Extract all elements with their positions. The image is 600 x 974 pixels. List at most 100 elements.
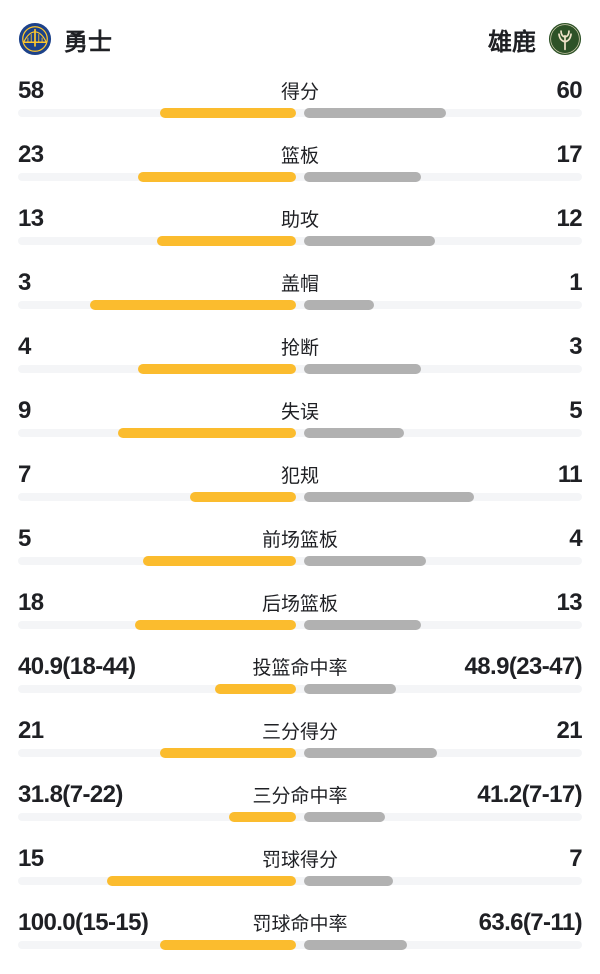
stat-line: 5 前场篮板 4 [18,525,583,552]
away-stat-value: 17 [556,141,583,168]
home-stat-bar [160,108,296,118]
stat-row: 23 篮板 17 [18,141,583,206]
stat-bar-track [18,108,582,118]
home-stat-bar [215,684,296,694]
stat-row: 4 抢断 3 [18,333,583,398]
stat-line: 3 盖帽 1 [18,269,583,296]
home-stat-value: 3 [18,269,31,296]
stat-row: 21 三分得分 21 [18,717,583,782]
stat-bar-track [18,876,582,886]
away-stat-bar [304,364,421,374]
away-stat-bar [304,236,435,246]
home-stat-bar [107,876,296,886]
away-stat-value: 4 [569,525,582,552]
stat-line: 4 抢断 3 [18,333,583,360]
stat-label: 抢断 [280,338,320,359]
stat-row: 9 失误 5 [18,397,583,462]
stat-label: 罚球命中率 [252,914,348,935]
stat-bar-track [18,748,582,758]
home-stat-bar [138,364,296,374]
away-stat-value: 5 [569,397,582,424]
home-stat-value: 58 [18,77,44,104]
home-team-header: 勇士 [18,22,112,57]
stat-row: 7 犯规 11 [18,461,583,526]
stat-line: 13 助攻 12 [18,205,583,232]
home-stat-value: 23 [18,141,44,168]
home-stat-bar [190,492,296,502]
away-stat-value: 7 [569,845,582,872]
away-stat-value: 63.6(7-11) [478,909,583,936]
away-stat-bar [304,492,474,502]
away-stat-value: 41.2(7-17) [477,781,582,808]
stat-label: 失误 [280,402,320,423]
away-stat-bar [304,620,421,630]
away-stat-bar [304,812,385,822]
home-stat-value: 40.9(18-44) [18,653,136,680]
home-stat-bar [118,428,296,438]
home-stat-value: 15 [18,845,44,872]
stat-label: 助攻 [280,210,320,231]
home-stat-value: 18 [18,589,44,616]
stat-row: 5 前场篮板 4 [18,525,583,590]
bucks-logo-icon [548,22,582,56]
stat-row: 18 后场篮板 13 [18,589,583,654]
stat-bar-track [18,172,582,182]
away-team-name: 雄鹿 [488,28,536,56]
stat-label: 前场篮板 [261,530,339,551]
away-stat-value: 21 [556,717,583,744]
stat-bar-track [18,236,582,246]
stat-label: 三分得分 [261,722,339,743]
stat-row: 31.8(7-22) 三分命中率 41.2(7-17) [18,781,583,846]
stat-bar-track [18,812,582,822]
warriors-logo-icon [18,22,52,56]
stat-bar-track [18,684,582,694]
stat-line: 18 后场篮板 13 [18,589,583,616]
home-stat-value: 5 [18,525,31,552]
away-stat-value: 12 [556,205,583,232]
stat-row: 100.0(15-15) 罚球命中率 63.6(7-11) [18,909,583,974]
away-team-header: 雄鹿 [488,22,582,57]
home-stat-value: 13 [18,205,44,232]
stat-bar-track [18,364,582,374]
away-stat-bar [304,300,374,310]
away-stat-bar [304,172,421,182]
home-stat-value: 100.0(15-15) [18,909,149,936]
away-stat-bar [304,876,393,886]
stat-row: 3 盖帽 1 [18,269,583,334]
home-stat-bar [138,172,296,182]
stat-row: 40.9(18-44) 投篮命中率 48.9(23-47) [18,653,583,718]
home-stat-bar [157,236,296,246]
home-stat-value: 21 [18,717,44,744]
stat-label: 投篮命中率 [252,658,348,679]
stat-bar-track [18,940,582,950]
home-stat-bar [143,556,296,566]
away-stat-bar [304,428,404,438]
stat-bar-track [18,492,582,502]
stats-header: 勇士 雄鹿 [18,14,582,64]
stat-bar-track [18,300,582,310]
home-stat-value: 4 [18,333,31,360]
stat-bar-track [18,620,582,630]
home-stat-value: 7 [18,461,31,488]
home-stat-value: 31.8(7-22) [18,781,123,808]
home-stat-value: 9 [18,397,31,424]
stat-row: 13 助攻 12 [18,205,583,270]
stat-line: 100.0(15-15) 罚球命中率 63.6(7-11) [18,909,583,936]
stat-line: 31.8(7-22) 三分命中率 41.2(7-17) [18,781,583,808]
stat-line: 21 三分得分 21 [18,717,583,744]
stat-line: 7 犯规 11 [18,461,583,488]
home-stat-bar [160,940,296,950]
away-stat-value: 48.9(23-47) [464,653,583,680]
stat-label: 篮板 [280,146,320,167]
away-stat-bar [304,748,437,758]
stat-row: 15 罚球得分 7 [18,845,583,910]
home-stat-bar [90,300,296,310]
home-stat-bar [160,748,296,758]
away-stat-bar [304,556,426,566]
stat-line: 40.9(18-44) 投篮命中率 48.9(23-47) [18,653,583,680]
stat-label: 犯规 [280,466,320,487]
away-stat-value: 11 [557,461,583,488]
away-stat-value: 1 [569,269,582,296]
away-stat-value: 60 [556,77,583,104]
